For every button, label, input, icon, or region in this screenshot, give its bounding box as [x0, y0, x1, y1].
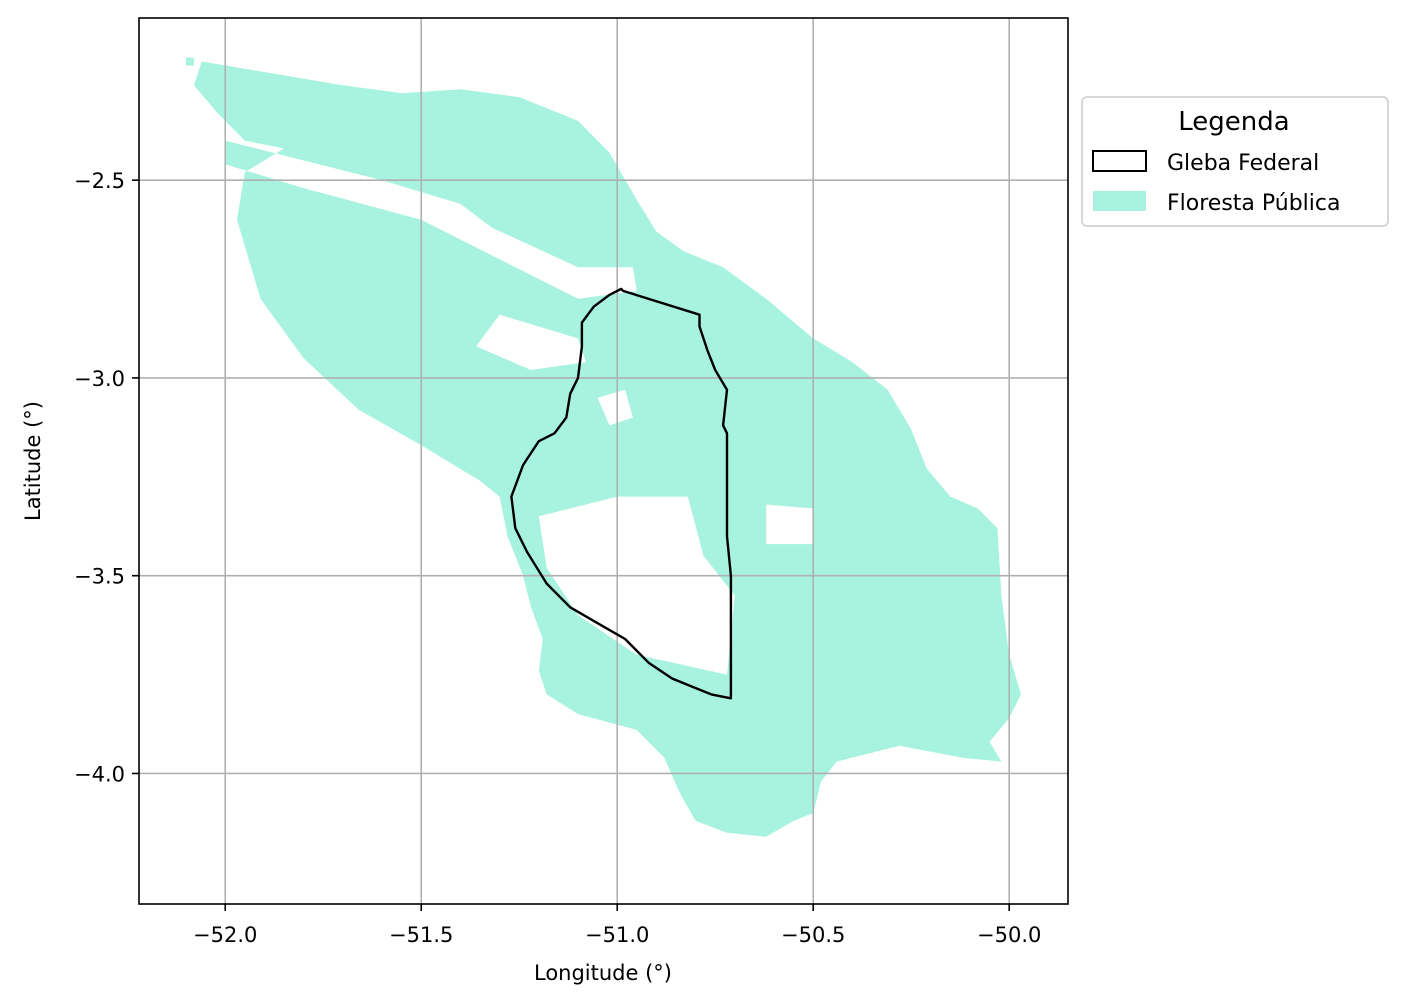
floresta-publica-polygon [193, 61, 1021, 837]
grid-lines [139, 18, 1068, 904]
legend-swatch-floresta-publica [1093, 191, 1146, 211]
legend: Legenda Gleba Federal Floresta Pública [1081, 96, 1389, 227]
legend-box [1081, 96, 1389, 227]
y-axis-label: Latitude (°) [21, 401, 45, 521]
y-tick-label: −3.5 [74, 565, 125, 589]
x-tick-label: −51.0 [585, 923, 649, 947]
legend-label-floresta-publica: Floresta Pública [1167, 191, 1340, 216]
axis-ticks: −52.0 −51.5 −51.0 −50.5 −50.0 −2.5 −3.0 −3.5 −4.… [74, 169, 1041, 947]
x-tick-label: −51.5 [389, 923, 453, 947]
plot-area [138, 17, 1069, 905]
floresta-publica-layer [186, 57, 1021, 837]
y-tick-label: −2.5 [74, 169, 125, 193]
plot-frame [138, 17, 1069, 905]
x-tick-label: −50.5 [781, 923, 845, 947]
legend-swatch-gleba-federal [1092, 150, 1147, 172]
gleba-federal-layer [510, 287, 733, 700]
gleba-federal-outline [510, 287, 733, 700]
floresta-publica-polygon [186, 57, 194, 66]
y-tick-label: −3.0 [74, 367, 125, 391]
y-tick-label: −4.0 [74, 762, 125, 786]
x-axis-label: Longitude (°) [534, 961, 672, 985]
x-tick-label: −52.0 [193, 923, 257, 947]
legend-title: Legenda [1178, 107, 1289, 137]
legend-label-gleba-federal: Gleba Federal [1167, 151, 1319, 176]
floresta-publica-polygon [209, 81, 230, 105]
x-tick-label: −50.0 [977, 923, 1041, 947]
